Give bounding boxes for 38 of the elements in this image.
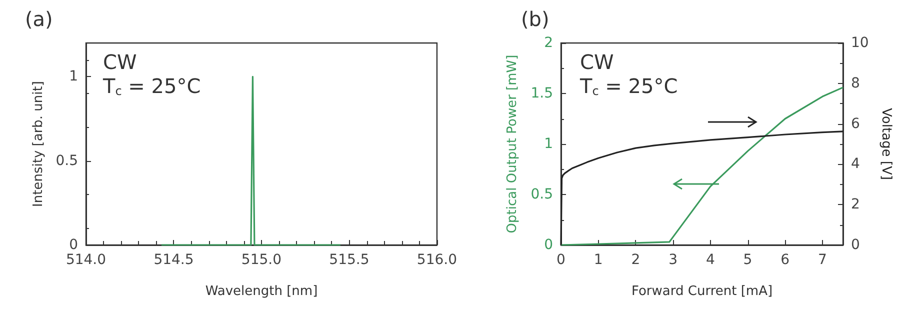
chart-title: (b) <box>521 7 550 31</box>
y2-axis-title: Voltage [V] <box>878 108 894 180</box>
y-tick-label: 0 <box>69 237 78 253</box>
y2-tick-label: 4 <box>851 156 860 172</box>
x-axis-title: Wavelength [nm] <box>205 284 318 299</box>
y2-tick-label: 8 <box>851 75 860 92</box>
x-tick-label: 1 <box>594 252 603 268</box>
x-tick-label: 516.0 <box>416 252 458 268</box>
y2-tick-label: 10 <box>851 35 869 51</box>
x-tick-label: 0 <box>556 252 566 268</box>
x-tick-label: 2 <box>631 252 640 268</box>
y-tick-label: 2 <box>544 35 553 51</box>
y2-tick-label: 0 <box>851 237 860 253</box>
x-tick-label: 514.5 <box>154 252 194 268</box>
annotation: Tc = 25°C <box>102 74 201 98</box>
annotation: CW <box>580 50 614 74</box>
x-tick-label: 514.0 <box>66 252 106 268</box>
y-tick-label: 0 <box>544 237 553 253</box>
y-axis-title: Optical Output Power [mW] <box>505 54 520 234</box>
annotation: Tc = 25°C <box>579 74 678 98</box>
x-axis-title: Forward Current [mA] <box>631 284 773 299</box>
y-tick-label: 1 <box>69 68 78 85</box>
y2-tick-label: 6 <box>851 116 860 132</box>
x-tick-label: 515.5 <box>329 252 370 268</box>
y-tick-label: 0.5 <box>56 152 78 169</box>
y-tick-label: 1 <box>544 136 553 152</box>
chart-title: (a) <box>25 7 53 31</box>
x-tick-label: 7 <box>818 252 827 268</box>
x-tick-label: 4 <box>706 252 715 268</box>
y-tick-label: 0.5 <box>530 186 553 202</box>
annotation: CW <box>103 50 137 74</box>
y-axis-title: Intensity [arb. unit] <box>30 81 46 207</box>
y-tick-label: 1.5 <box>530 86 553 102</box>
x-tick-label: 6 <box>780 252 790 268</box>
x-tick-label: 515.0 <box>241 252 282 268</box>
y2-tick-label: 2 <box>851 196 860 213</box>
x-tick-label: 5 <box>743 252 752 268</box>
x-tick-label: 3 <box>668 252 678 268</box>
